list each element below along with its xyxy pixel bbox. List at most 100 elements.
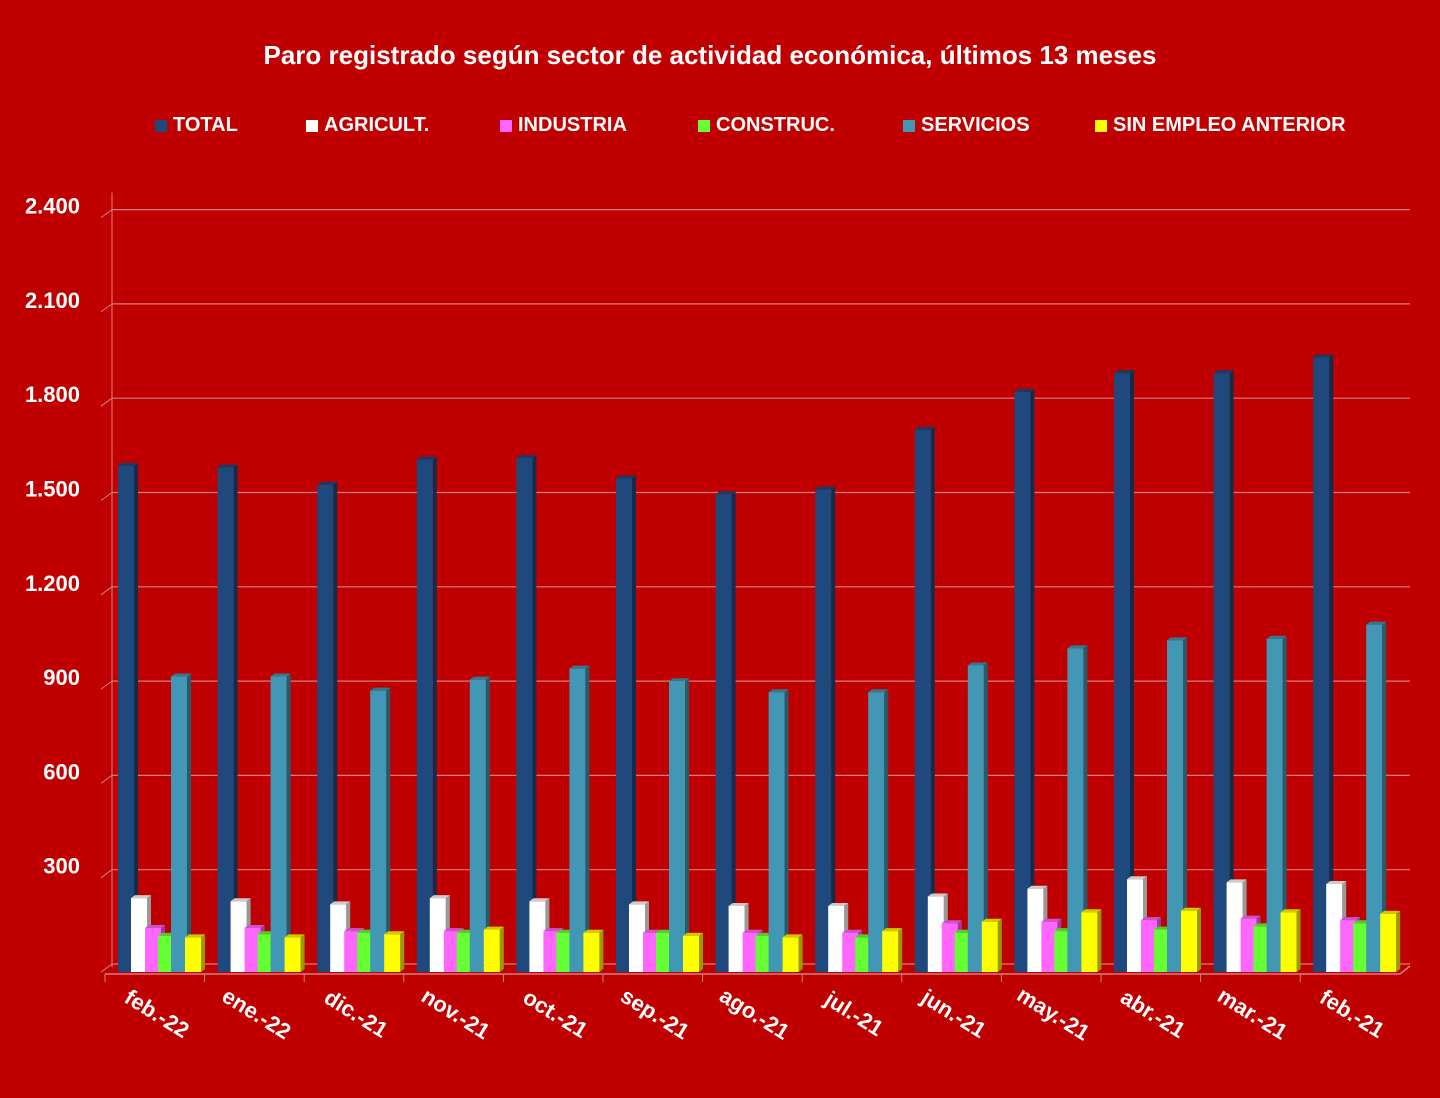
bar-top (569, 665, 590, 669)
gridline-side (100, 303, 113, 313)
bar-side (1097, 909, 1102, 972)
bar-group (1213, 370, 1301, 972)
bar-top (782, 934, 803, 938)
bar-side (685, 678, 689, 972)
bar-industria (443, 931, 460, 972)
bar-top (516, 455, 537, 459)
x-tick-label: feb.-21 (1315, 984, 1388, 1043)
bar-industria (1141, 920, 1157, 972)
x-tick-label: ago.-21 (715, 983, 794, 1045)
x-tick-label: dic.-21 (320, 985, 392, 1043)
gridline-side (100, 869, 113, 879)
bar-construc (954, 932, 971, 972)
legend-label: CONSTRUC. (716, 114, 835, 136)
bar-side (1030, 389, 1035, 972)
bar-sin-empleo-anterior (1081, 912, 1098, 972)
bar-agricult (330, 904, 347, 972)
bar-top (1313, 354, 1334, 358)
bar-industria (941, 923, 958, 972)
bar-total (1114, 373, 1130, 972)
bar-construc (158, 935, 174, 972)
bar-total (317, 484, 334, 972)
legend-item: CONSTRUC. (698, 114, 835, 137)
bar-side (300, 934, 305, 972)
bar-servicios (669, 681, 685, 972)
bar-agricult (927, 896, 944, 972)
x-tick-label: may.-21 (1013, 982, 1094, 1046)
bar-total (616, 478, 632, 972)
bar-top (384, 931, 405, 935)
chart-title: Paro registrado según sector de activida… (263, 40, 1157, 70)
bar-group (914, 426, 1002, 972)
bar-servicios (1366, 624, 1383, 972)
bar-construc (656, 932, 672, 972)
bar-industria (742, 932, 759, 972)
gridline-side (100, 774, 113, 784)
bar-total (914, 429, 931, 972)
x-tick-label: nov.-21 (417, 983, 494, 1044)
bar-construc (1054, 931, 1071, 972)
bar-sin-empleo-anterior (284, 937, 301, 972)
bar-sin-empleo-anterior (683, 935, 699, 972)
bar-group (815, 486, 903, 972)
bar-top (715, 491, 736, 495)
bar-top (1181, 907, 1201, 911)
bar-industria (344, 931, 361, 972)
bar-top (185, 934, 205, 938)
x-axis-edge (1399, 965, 1411, 975)
bar-top (882, 928, 903, 932)
bar-side (532, 455, 537, 972)
bar-top (842, 929, 863, 933)
bar-group (118, 462, 205, 972)
bar-group (317, 481, 405, 972)
bar-top (1114, 370, 1134, 374)
bar-side (286, 673, 291, 972)
gridline-side (100, 680, 113, 690)
bar-sin-empleo-anterior (185, 937, 201, 972)
bar-side (632, 475, 636, 972)
bar-total (1313, 357, 1330, 972)
y-tick-label: 300 (43, 854, 80, 879)
bar-servicios (768, 692, 785, 972)
bar-servicios (171, 676, 187, 972)
bar-side (485, 676, 490, 972)
y-tick-label: 1.200 (25, 571, 80, 596)
bar-total (118, 465, 134, 972)
bar-side (187, 673, 191, 972)
bar-top (742, 929, 763, 933)
bar-side (432, 456, 437, 972)
bar-top (370, 687, 391, 691)
bar-total (516, 458, 533, 972)
gridline-side (100, 963, 113, 973)
legend-item: AGRICULT. (306, 114, 429, 137)
x-tick-label: mar.-21 (1213, 983, 1292, 1045)
bar-top (1380, 910, 1401, 914)
bar-top (230, 898, 251, 902)
bar-top (1240, 915, 1261, 919)
bar-agricult (529, 901, 546, 972)
bar-side (930, 426, 935, 972)
bar-agricult (131, 898, 147, 972)
bar-top (317, 481, 338, 485)
bar-top (1167, 637, 1187, 641)
gridline-side (100, 209, 113, 219)
bar-top (868, 689, 889, 693)
bar-industria (145, 927, 161, 972)
bar-side (731, 491, 736, 972)
bar-top (1041, 918, 1062, 922)
legend-item: INDUSTRIA (500, 114, 627, 137)
bar-top (616, 475, 636, 479)
bar-servicios (967, 665, 984, 972)
bar-side (1282, 635, 1287, 972)
bar-top (927, 893, 948, 897)
bar-group (616, 475, 703, 972)
bar-top (981, 918, 1002, 922)
bar-industria (1340, 920, 1357, 972)
legend-item: SIN EMPLEO ANTERIOR (1095, 114, 1346, 137)
bar-sin-empleo-anterior (882, 931, 899, 972)
bar-top (244, 924, 265, 928)
bar-top (1141, 917, 1161, 921)
bar-side (983, 662, 988, 972)
bar-top (416, 456, 437, 460)
